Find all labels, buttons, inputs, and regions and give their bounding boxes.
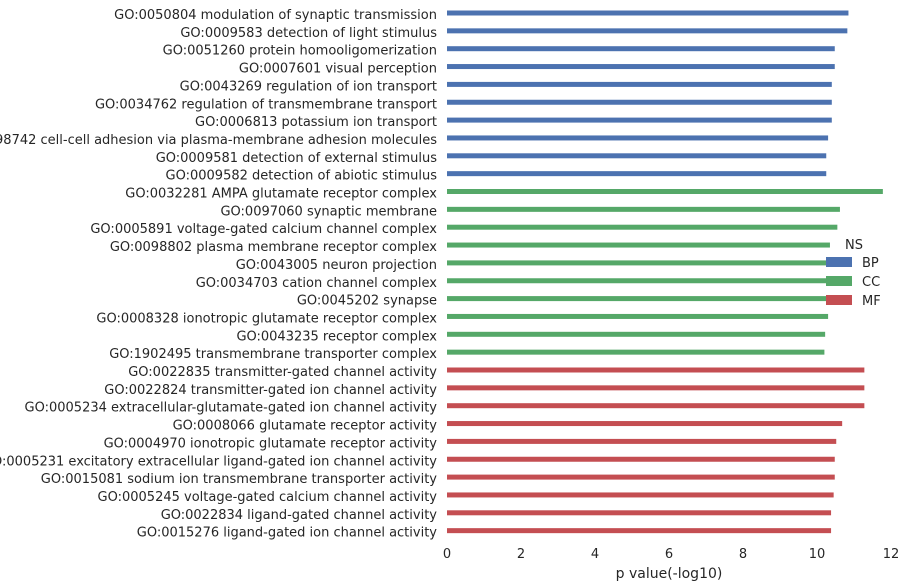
legend-label-mf: MF xyxy=(862,294,881,309)
x-tick-label: 8 xyxy=(739,547,747,562)
bar-bp xyxy=(447,171,827,177)
category-label: GO:0015081 sodium ion transmembrane tran… xyxy=(41,472,437,487)
x-tick-label: 0 xyxy=(443,547,451,562)
bar-mf xyxy=(447,367,865,373)
bar-bp xyxy=(447,10,849,16)
category-label: GO:0043235 receptor complex xyxy=(236,329,437,344)
category-label: GO:0098802 plasma membrane receptor comp… xyxy=(110,240,437,255)
bar-cc xyxy=(447,278,829,284)
category-label: GO:0005234 extracellular-glutamate-gated… xyxy=(25,401,438,416)
category-label: GO:0008066 glutamate receptor activity xyxy=(173,419,438,434)
x-axis-ticks: 0 2 4 6 8 10 12 xyxy=(443,547,899,562)
bar-cc xyxy=(447,313,829,319)
bar-mf xyxy=(447,385,865,391)
bar-bp xyxy=(447,135,829,141)
bar-bp xyxy=(447,153,827,159)
bar-cc xyxy=(447,189,883,194)
bar-bp xyxy=(447,99,832,105)
x-axis-label: p value(-log10) xyxy=(616,566,723,582)
category-label: GO:0034762 regulation of transmembrane t… xyxy=(95,97,437,112)
category-label: GO:0005245 voltage-gated calcium channel… xyxy=(98,490,438,505)
category-label: GO:0005891 voltage-gated calcium channel… xyxy=(90,222,437,237)
bar-mf xyxy=(447,492,834,498)
bars-layer xyxy=(447,10,883,534)
bar-mf xyxy=(447,510,832,516)
category-label: GO:0097060 synaptic membrane xyxy=(220,204,437,219)
bar-bp xyxy=(447,81,832,87)
bar-mf xyxy=(447,403,865,409)
category-label: GO:0032281 AMPA glutamate receptor compl… xyxy=(125,187,437,202)
bar-mf xyxy=(447,438,837,444)
legend-swatch-cc xyxy=(826,276,852,286)
category-label: GO:0050804 modulation of synaptic transm… xyxy=(114,8,437,23)
legend: NS BP CC MF xyxy=(826,238,881,309)
bar-mf xyxy=(447,456,835,462)
legend-label-bp: BP xyxy=(862,256,879,271)
x-tick-label: 4 xyxy=(591,547,599,562)
category-label: GO:0008328 ionotropic glutamate receptor… xyxy=(96,311,437,326)
bar-cc xyxy=(447,242,830,248)
bar-cc xyxy=(447,296,829,302)
bar-cc xyxy=(447,260,829,266)
category-label: GO:0009581 detection of external stimulu… xyxy=(156,151,438,166)
legend-swatch-mf xyxy=(826,295,852,305)
category-label: GO:0022834 ligand-gated channel activity xyxy=(161,508,438,523)
bar-cc xyxy=(447,206,840,212)
x-tick-label: 12 xyxy=(883,547,900,562)
category-label: GO:0009583 detection of light stimulus xyxy=(180,26,437,41)
category-label: GO:0043005 neuron projection xyxy=(236,258,437,273)
category-labels: GO:0050804 modulation of synaptic transm… xyxy=(0,8,437,541)
category-label: GO:1902495 transmembrane transporter com… xyxy=(109,347,437,362)
category-label: GO:0034703 cation channel complex xyxy=(196,276,438,291)
x-tick-label: 10 xyxy=(809,547,826,562)
legend-label-cc: CC xyxy=(862,275,880,290)
category-label: GO:0005231 excitatory extracellular liga… xyxy=(0,454,437,469)
bar-mf xyxy=(447,474,835,480)
category-label: GO:0045202 synapse xyxy=(297,294,437,309)
category-label: GO:0007601 visual perception xyxy=(239,62,437,77)
bar-bp xyxy=(447,46,835,52)
bar-mf xyxy=(447,421,843,427)
category-label: GO:0006813 potassium ion transport xyxy=(195,115,437,130)
bar-cc xyxy=(447,224,838,230)
category-label: GO:0009582 detection of abiotic stimulus xyxy=(166,169,438,184)
bar-bp xyxy=(447,28,848,34)
bar-bp xyxy=(447,117,832,123)
category-label: GO:0015276 ligand-gated ion channel acti… xyxy=(137,526,438,541)
bar-bp xyxy=(447,64,835,70)
category-label: GO:0098742 cell-cell adhesion via plasma… xyxy=(0,133,437,148)
bar-cc xyxy=(447,349,825,355)
x-tick-label: 6 xyxy=(665,547,673,562)
legend-title: NS xyxy=(845,238,863,253)
category-label: GO:0051260 protein homooligomerization xyxy=(163,44,437,59)
bar-mf xyxy=(447,528,832,534)
category-label: GO:0004970 ionotropic glutamate receptor… xyxy=(104,436,438,451)
category-label: GO:0043269 regulation of ion transport xyxy=(180,79,437,94)
x-tick-label: 2 xyxy=(517,547,525,562)
category-label: GO:0022835 transmitter-gated channel act… xyxy=(128,365,437,380)
bar-cc xyxy=(447,331,826,337)
legend-swatch-bp xyxy=(826,257,852,267)
category-label: GO:0022824 transmitter-gated ion channel… xyxy=(104,383,437,398)
